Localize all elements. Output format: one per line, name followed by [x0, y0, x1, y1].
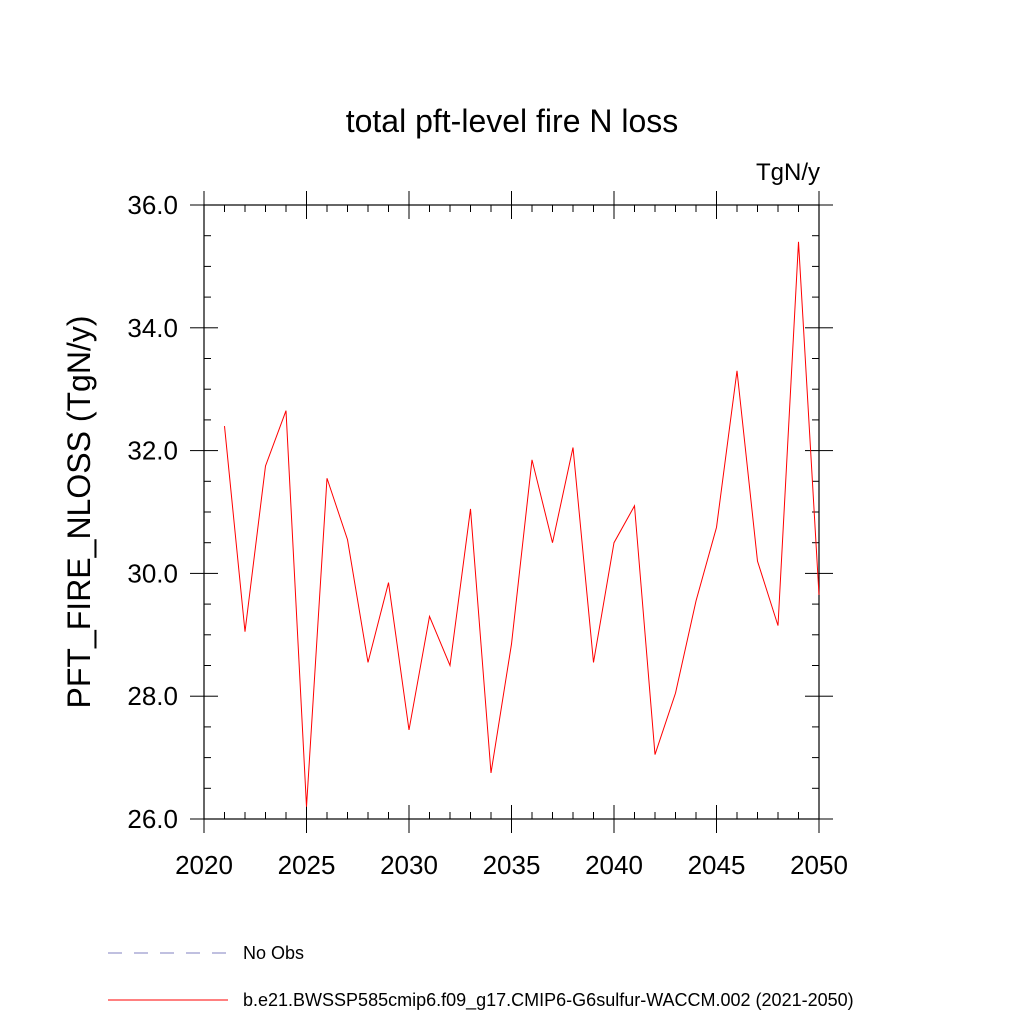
y-tick-label: 36.0 — [127, 190, 178, 220]
chart-title: total pft-level fire N loss — [346, 103, 679, 139]
series-line-1 — [224, 241, 820, 807]
x-axis: 2020 2025 2030 2035 2040 2045 2050 — [175, 191, 848, 880]
legend: No Obs b.e21.BWSSP585cmip6.f09_g17.CMIP6… — [108, 943, 854, 1011]
x-tick-label: 2045 — [688, 850, 746, 880]
plot-frame — [203, 204, 820, 820]
x-tick-label: 2050 — [790, 850, 848, 880]
y-axis-label: PFT_FIRE_NLOSS (TgN/y) — [61, 316, 97, 709]
y-tick-label: 32.0 — [127, 436, 178, 466]
legend-label-no-obs: No Obs — [243, 943, 304, 963]
x-tick-label: 2030 — [380, 850, 438, 880]
y-tick-label: 28.0 — [127, 681, 178, 711]
series-layer — [224, 241, 820, 807]
x-tick-label: 2035 — [483, 850, 541, 880]
y-tick-label: 30.0 — [127, 558, 178, 588]
x-tick-label: 2025 — [278, 850, 336, 880]
y-tick-label: 34.0 — [127, 313, 178, 343]
x-tick-label: 2020 — [175, 850, 233, 880]
y-tick-label: 26.0 — [127, 804, 178, 834]
legend-label-model: b.e21.BWSSP585cmip6.f09_g17.CMIP6-G6sulf… — [243, 990, 854, 1011]
x-tick-label: 2040 — [585, 850, 643, 880]
units-label: TgN/y — [756, 159, 820, 186]
y-axis: 26.0 28.0 30.0 32.0 34.0 36.0 — [127, 190, 833, 834]
